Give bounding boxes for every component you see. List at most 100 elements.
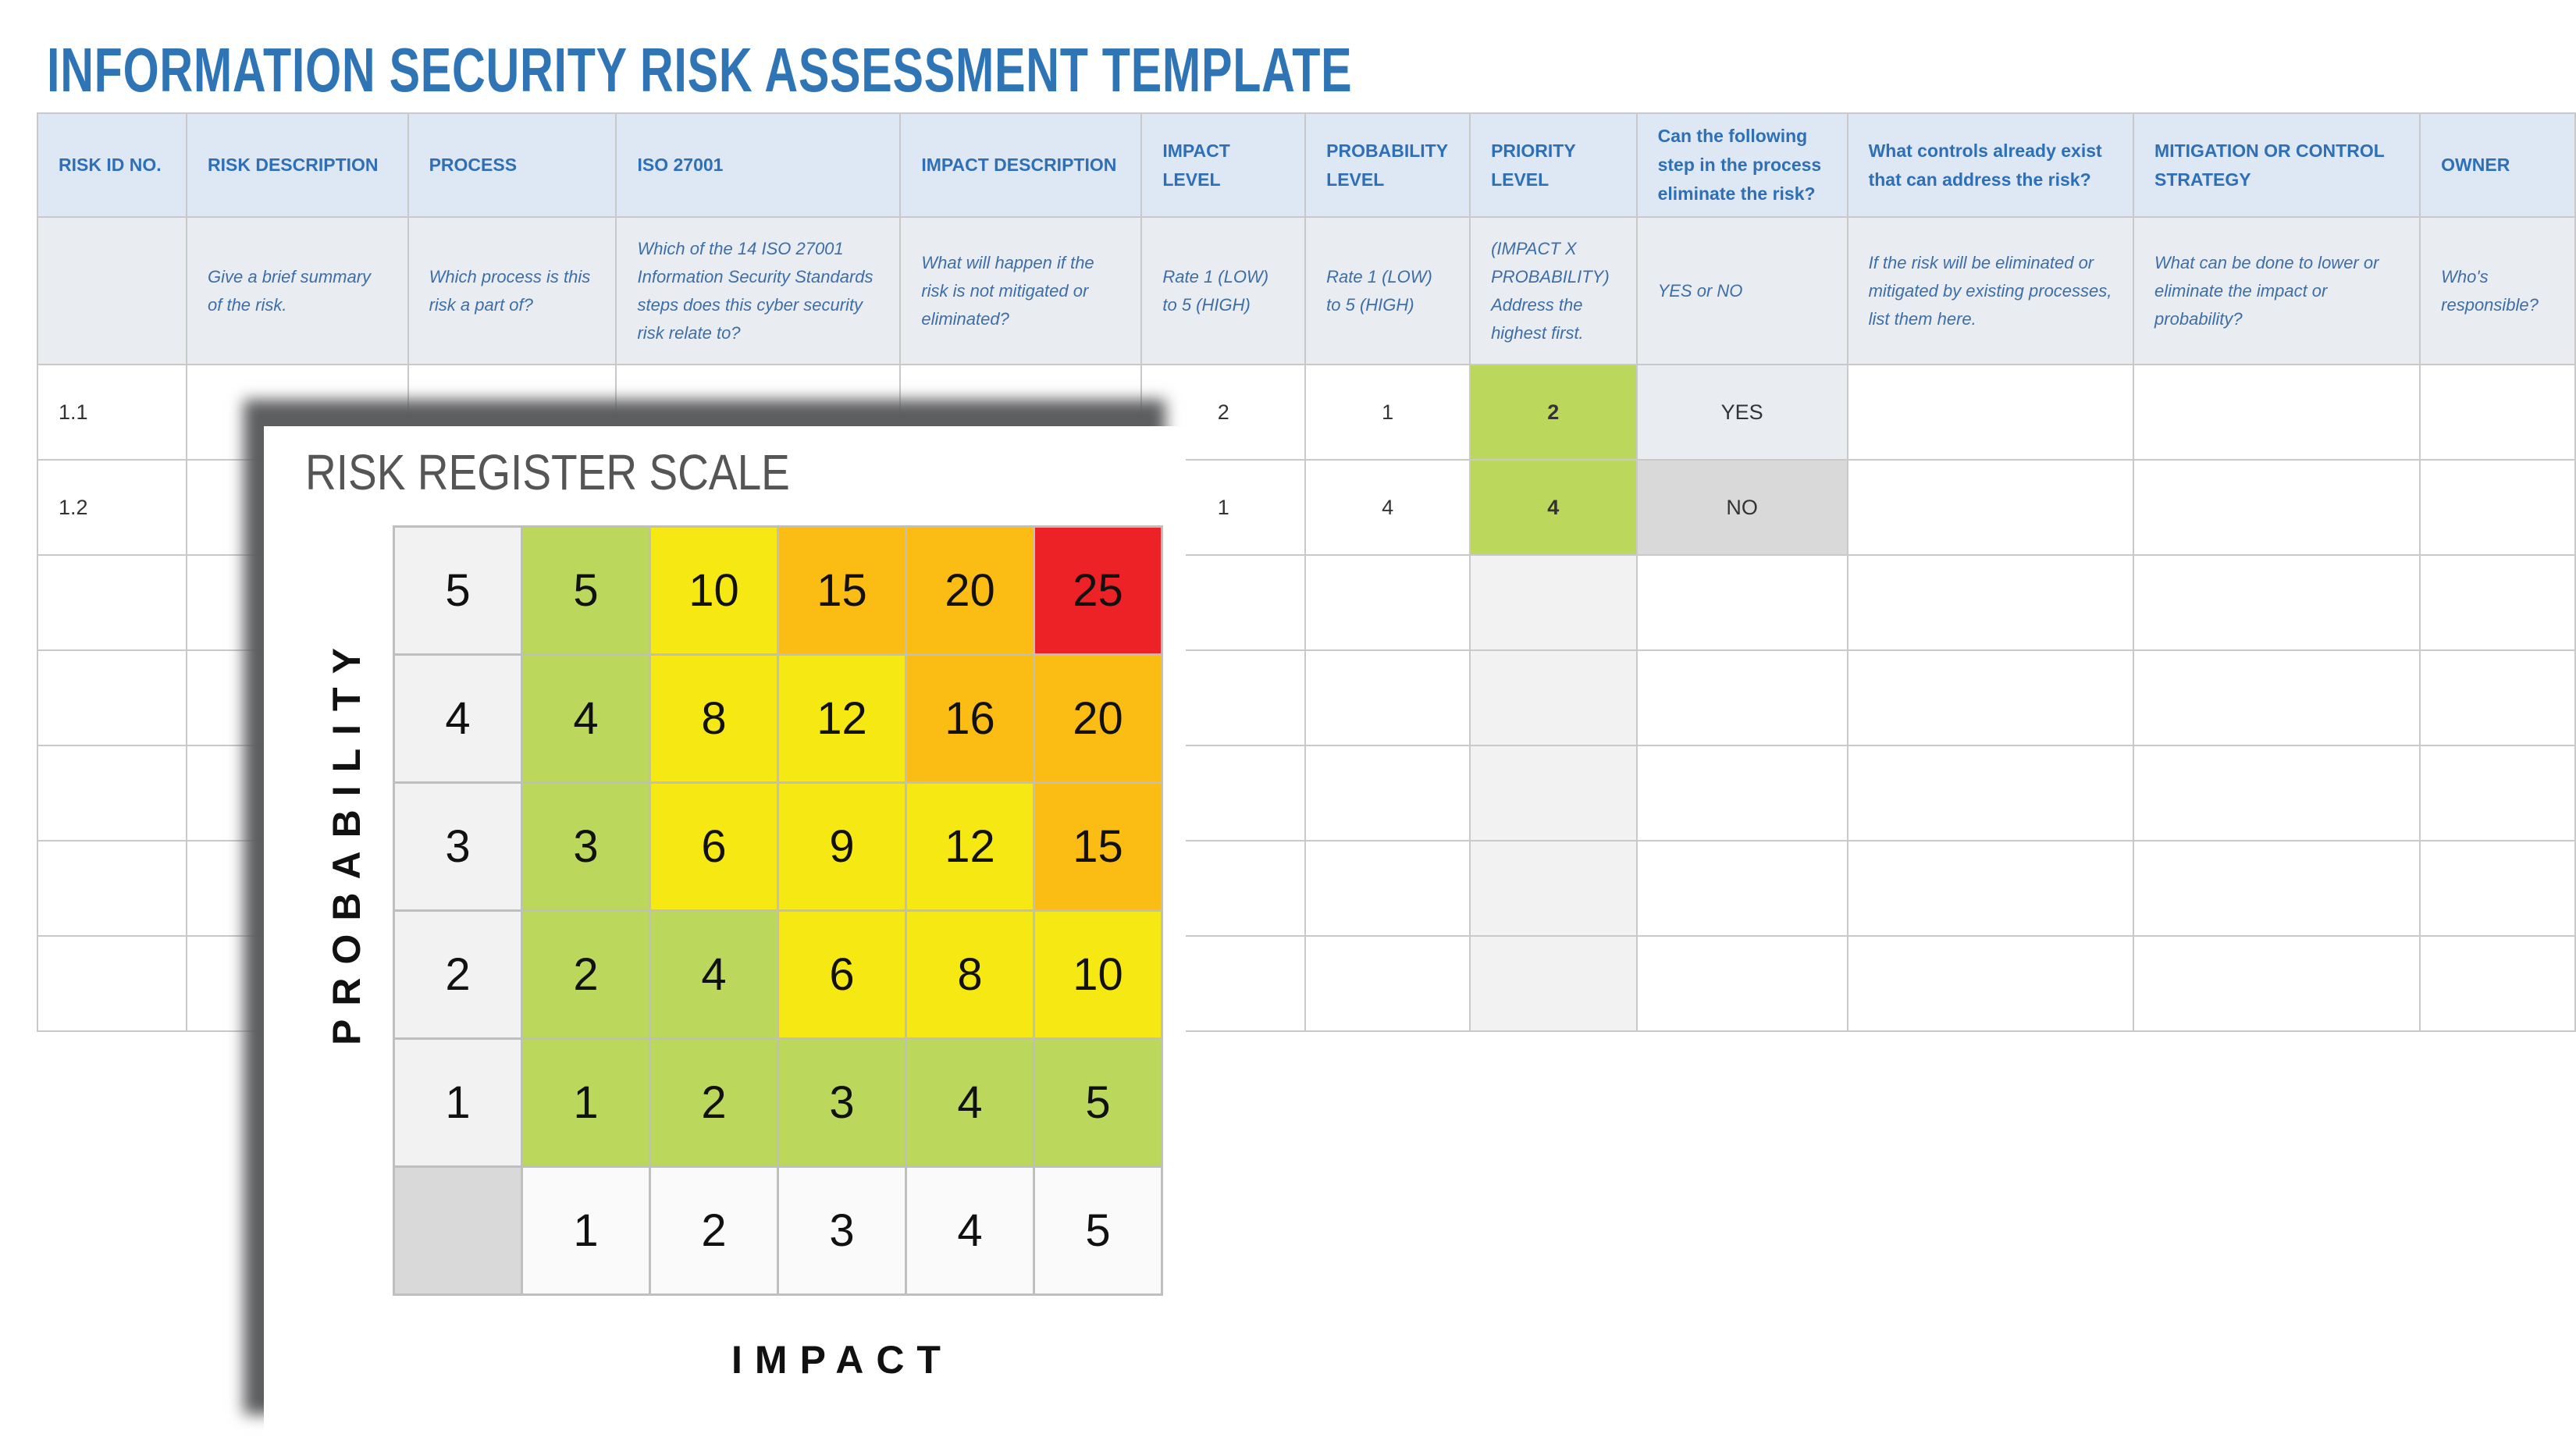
table-cell[interactable] <box>2133 554 2421 651</box>
table-cell[interactable] <box>1846 935 2135 1032</box>
risk-score-cell: 9 <box>779 784 905 909</box>
table-cell[interactable] <box>1635 554 1848 651</box>
table-cell[interactable] <box>1846 649 2135 746</box>
risk-score-cell: 12 <box>779 656 905 781</box>
table-cell[interactable] <box>37 840 187 937</box>
header-row: RISK ID NO. RISK DESCRIPTION PROCESS ISO 27… <box>37 112 2576 218</box>
table-cell[interactable] <box>1304 840 1471 937</box>
table-cell[interactable] <box>1635 745 1848 841</box>
table-cell[interactable] <box>1469 935 1638 1032</box>
column-header: ISO 27001 <box>615 112 902 218</box>
column-header: RISK ID NO. <box>37 112 187 218</box>
risk-score-cell: 6 <box>779 912 905 1037</box>
risk-score-cell: 20 <box>1035 656 1161 781</box>
table-cell[interactable] <box>2419 554 2576 651</box>
table-cell[interactable]: NO <box>1635 459 1848 556</box>
table-cell[interactable] <box>1469 840 1638 937</box>
table-cell[interactable] <box>1846 554 2135 651</box>
table-cell[interactable]: 4 <box>1469 459 1638 556</box>
matrix-corner-cell <box>395 1168 521 1293</box>
table-cell[interactable] <box>37 935 187 1032</box>
table-cell[interactable] <box>1846 459 2135 556</box>
table-cell[interactable]: 4 <box>1304 459 1471 556</box>
risk-score-cell: 8 <box>907 912 1033 1037</box>
column-header: What controls already exist that can add… <box>1846 112 2135 218</box>
table-cell[interactable] <box>2419 364 2576 461</box>
table-cell[interactable] <box>2419 459 2576 556</box>
table-cell[interactable] <box>1304 554 1471 651</box>
table-cell[interactable] <box>37 649 187 746</box>
table-cell[interactable] <box>1635 840 1848 937</box>
column-header: RISK DESCRIPTION <box>186 112 409 218</box>
risk-matrix: 5 5 10 15 20 25 4 4 8 12 16 20 3 3 6 9 12 15 2 2 4 6 8 10 1 1 2 3 4 5… <box>393 525 1163 1296</box>
risk-score-cell: 6 <box>651 784 777 909</box>
table-cell[interactable] <box>1304 935 1471 1032</box>
risk-score-cell: 5 <box>523 528 649 653</box>
probability-axis-label: PROBABILITY <box>325 635 368 1045</box>
table-cell[interactable] <box>1469 649 1638 746</box>
column-hint: Which process is this risk a part of? <box>407 216 617 365</box>
table-cell[interactable]: 1.2 <box>37 459 187 556</box>
table-cell[interactable] <box>2133 745 2421 841</box>
column-hint <box>37 216 187 365</box>
column-header: OWNER <box>2419 112 2576 218</box>
column-hint: Rate 1 (LOW) to 5 (HIGH) <box>1304 216 1471 365</box>
table-cell[interactable] <box>1469 554 1638 651</box>
table-cell[interactable] <box>37 745 187 841</box>
table-cell[interactable] <box>2133 364 2421 461</box>
column-hint: Rate 1 (LOW) to 5 (HIGH) <box>1140 216 1307 365</box>
scale-title: RISK REGISTER SCALE <box>305 444 790 500</box>
table-cell[interactable] <box>1635 935 1848 1032</box>
table-cell[interactable] <box>1469 745 1638 841</box>
table-cell[interactable] <box>2133 459 2421 556</box>
column-header: Can the following step in the process el… <box>1635 112 1848 218</box>
risk-score-cell: 10 <box>1035 912 1161 1037</box>
table-cell[interactable] <box>1846 745 2135 841</box>
risk-score-cell: 2 <box>651 1040 777 1165</box>
probability-level-label: 3 <box>395 784 521 909</box>
probability-level-label: 1 <box>395 1040 521 1165</box>
risk-score-cell: 4 <box>651 912 777 1037</box>
impact-level-label: 5 <box>1035 1168 1161 1293</box>
table-cell[interactable] <box>1846 364 2135 461</box>
risk-score-cell: 12 <box>907 784 1033 909</box>
column-hint: Give a brief summary of the risk. <box>186 216 409 365</box>
column-header: PRIORITY LEVEL <box>1469 112 1638 218</box>
table-cell[interactable] <box>2419 745 2576 841</box>
table-cell[interactable]: 1.1 <box>37 364 187 461</box>
table-cell[interactable]: 1 <box>1304 364 1471 461</box>
table-cell[interactable] <box>1635 649 1848 746</box>
table-cell[interactable] <box>2419 649 2576 746</box>
risk-score-cell: 15 <box>1035 784 1161 909</box>
risk-score-cell: 25 <box>1035 528 1161 653</box>
risk-assessment-table: RISK ID NO. RISK DESCRIPTION PROCESS ISO 27… <box>37 112 2576 1032</box>
impact-level-label: 3 <box>779 1168 905 1293</box>
impact-level-label: 1 <box>523 1168 649 1293</box>
table-cell[interactable]: 2 <box>1469 364 1638 461</box>
impact-level-label: 4 <box>907 1168 1033 1293</box>
probability-level-label: 4 <box>395 656 521 781</box>
risk-score-cell: 3 <box>523 784 649 909</box>
column-header: PROCESS <box>407 112 617 218</box>
risk-score-cell: 4 <box>523 656 649 781</box>
column-hint: What will happen if the risk is not miti… <box>899 216 1143 365</box>
table-cell[interactable] <box>2133 840 2421 937</box>
table-cell[interactable] <box>1304 745 1471 841</box>
table-cell[interactable]: YES <box>1635 364 1848 461</box>
column-hint: If the risk will be eliminated or mitiga… <box>1846 216 2135 365</box>
table-cell[interactable] <box>2133 649 2421 746</box>
column-hint: (IMPACT X PROBABILITY) Address the highe… <box>1469 216 1638 365</box>
table-cell[interactable] <box>1846 840 2135 937</box>
column-header: MITIGATION OR CONTROL STRATEGY <box>2133 112 2421 218</box>
impact-axis-label: IMPACT <box>731 1338 953 1382</box>
table-cell[interactable] <box>2419 840 2576 937</box>
table-cell[interactable] <box>37 554 187 651</box>
risk-score-cell: 20 <box>907 528 1033 653</box>
table-cell[interactable] <box>2419 935 2576 1032</box>
probability-level-label: 5 <box>395 528 521 653</box>
table-cell[interactable] <box>2133 935 2421 1032</box>
risk-score-cell: 4 <box>907 1040 1033 1165</box>
table-cell[interactable] <box>1304 649 1471 746</box>
table-row: 1.1 2 1 2 YES <box>37 364 2576 461</box>
risk-score-cell: 2 <box>523 912 649 1037</box>
